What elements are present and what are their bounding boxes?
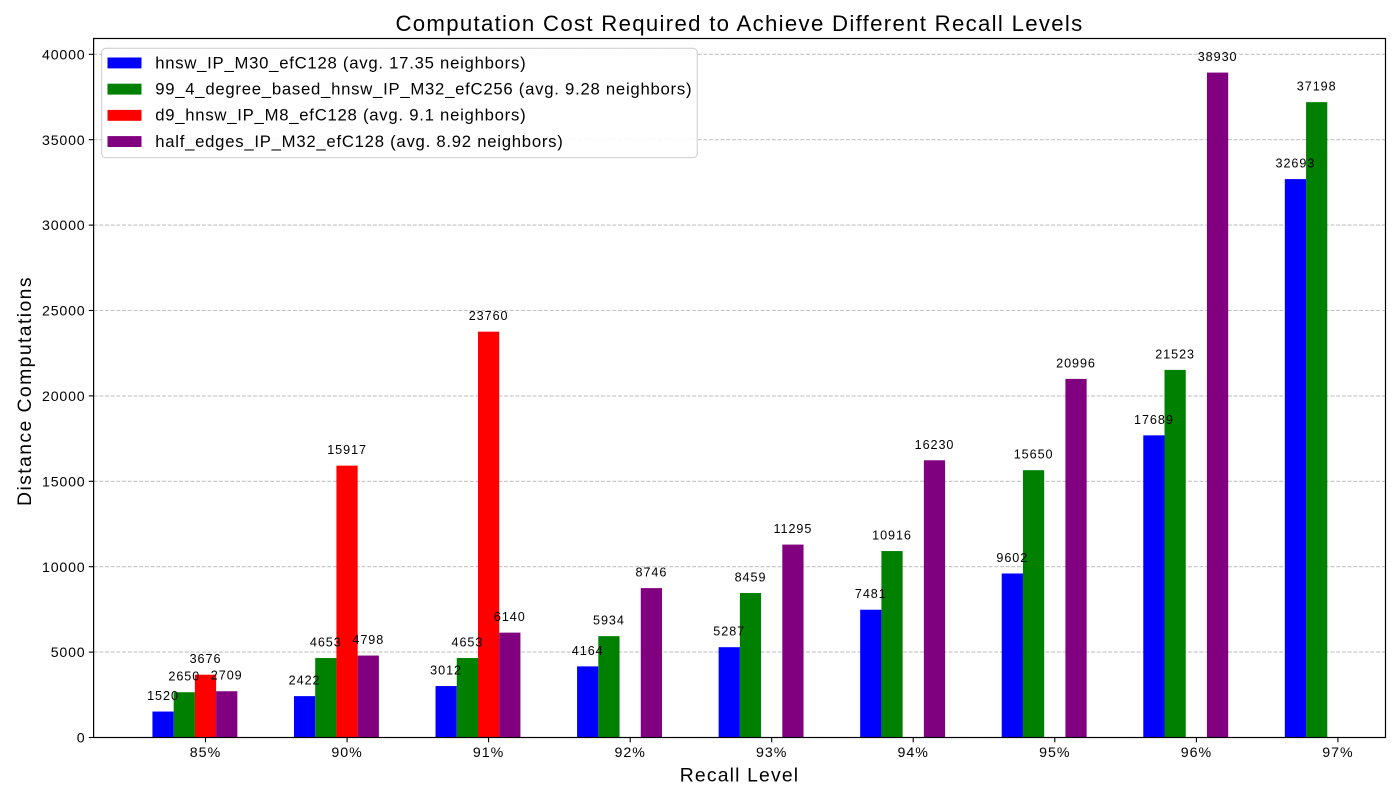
- svg-text:15917: 15917: [327, 443, 367, 457]
- svg-text:5934: 5934: [593, 614, 625, 628]
- svg-text:92%: 92%: [614, 745, 645, 761]
- svg-text:15000: 15000: [42, 474, 85, 490]
- svg-text:2422: 2422: [289, 674, 321, 688]
- svg-text:d9_hnsw_IP_M8_efC128 (avg. 9.1: d9_hnsw_IP_M8_efC128 (avg. 9.1 neighbors…: [155, 106, 526, 125]
- svg-text:half_edges_IP_M32_efC128 (avg.: half_edges_IP_M32_efC128 (avg. 8.92 neig…: [155, 132, 563, 151]
- svg-text:9602: 9602: [996, 551, 1028, 565]
- svg-text:91%: 91%: [473, 745, 504, 761]
- svg-text:11295: 11295: [773, 522, 812, 536]
- svg-text:4164: 4164: [572, 644, 604, 658]
- svg-text:97%: 97%: [1322, 745, 1353, 761]
- svg-text:7481: 7481: [855, 587, 887, 601]
- svg-text:93%: 93%: [756, 745, 787, 761]
- svg-text:hnsw_IP_M30_efC128 (avg. 17.35: hnsw_IP_M30_efC128 (avg. 17.35 neighbors…: [155, 53, 526, 72]
- svg-text:20996: 20996: [1056, 356, 1096, 370]
- svg-text:96%: 96%: [1181, 745, 1212, 761]
- svg-text:1520: 1520: [147, 689, 179, 703]
- svg-text:10000: 10000: [42, 560, 85, 576]
- svg-text:25000: 25000: [42, 304, 85, 320]
- svg-text:17689: 17689: [1134, 413, 1174, 427]
- svg-text:0: 0: [77, 731, 86, 747]
- svg-text:3012: 3012: [430, 664, 462, 678]
- svg-text:23760: 23760: [469, 309, 509, 323]
- svg-text:30000: 30000: [42, 218, 85, 234]
- svg-text:Distance Computations: Distance Computations: [14, 276, 36, 506]
- svg-text:90%: 90%: [331, 745, 362, 761]
- svg-text:35000: 35000: [42, 133, 85, 149]
- svg-text:32693: 32693: [1276, 157, 1316, 171]
- svg-text:99_4_degree_based_hnsw_IP_M32_: 99_4_degree_based_hnsw_IP_M32_efC256 (av…: [155, 80, 692, 99]
- svg-text:20000: 20000: [42, 389, 85, 405]
- svg-text:10916: 10916: [872, 529, 912, 543]
- svg-text:15650: 15650: [1014, 448, 1054, 462]
- svg-text:4653: 4653: [310, 636, 342, 650]
- svg-text:Recall Level: Recall Level: [680, 765, 799, 787]
- svg-text:2709: 2709: [211, 669, 243, 683]
- svg-text:40000: 40000: [42, 47, 85, 63]
- svg-text:94%: 94%: [897, 745, 928, 761]
- svg-text:95%: 95%: [1039, 745, 1070, 761]
- svg-text:2650: 2650: [168, 670, 200, 684]
- svg-text:5287: 5287: [713, 625, 745, 639]
- svg-text:3676: 3676: [190, 652, 222, 666]
- svg-text:8459: 8459: [735, 571, 767, 585]
- svg-text:4798: 4798: [352, 633, 384, 647]
- svg-text:38930: 38930: [1198, 50, 1238, 64]
- svg-text:6140: 6140: [494, 610, 526, 624]
- svg-text:21523: 21523: [1155, 347, 1195, 361]
- svg-text:Computation Cost Required to A: Computation Cost Required to Achieve Dif…: [395, 11, 1083, 36]
- svg-text:37198: 37198: [1297, 80, 1337, 94]
- svg-text:5000: 5000: [51, 645, 86, 661]
- svg-text:8746: 8746: [635, 566, 667, 580]
- svg-text:85%: 85%: [190, 745, 221, 761]
- svg-text:4653: 4653: [451, 636, 483, 650]
- svg-text:16230: 16230: [915, 438, 955, 452]
